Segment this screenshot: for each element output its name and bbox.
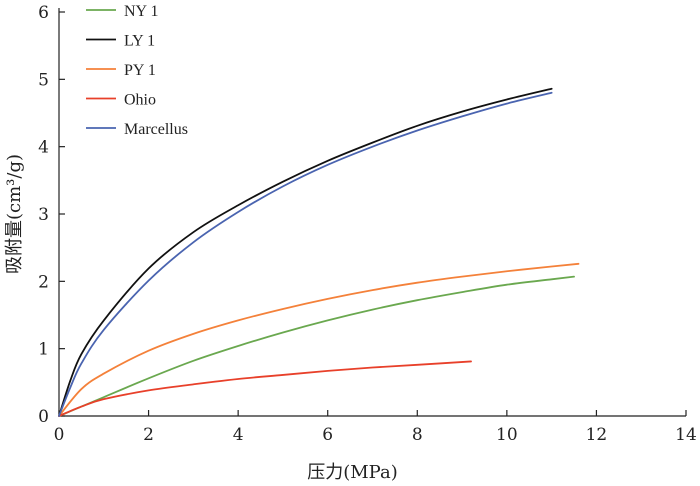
y-axis-title: 吸附量(cm³/g) bbox=[4, 154, 25, 274]
series-line-py-1 bbox=[58, 262, 580, 417]
series-line-ohio bbox=[58, 360, 472, 417]
x-axis-title: 压力(MPa) bbox=[307, 462, 398, 483]
x-tick-label: 2 bbox=[143, 425, 154, 445]
legend: NY 1 LY 1 PY 1 Ohio Marcellus bbox=[86, 3, 188, 138]
y-tick-label: 5 bbox=[38, 70, 49, 90]
legend-label-py-1: PY 1 bbox=[124, 62, 156, 79]
x-tick-label: 12 bbox=[586, 425, 608, 445]
y-tick-label: 2 bbox=[38, 272, 49, 292]
x-tick-label: 0 bbox=[54, 425, 65, 445]
x-tick-label: 6 bbox=[322, 425, 333, 445]
y-tick-label: 0 bbox=[38, 407, 49, 427]
legend-label-ohio: Ohio bbox=[124, 92, 156, 109]
series-line-ly-1 bbox=[58, 87, 553, 417]
x-tick-label: 8 bbox=[412, 425, 423, 445]
x-tick-label: 10 bbox=[496, 425, 518, 445]
y-tick-label: 1 bbox=[38, 340, 49, 360]
series-layer bbox=[58, 87, 580, 417]
legend-label-ny-1: NY 1 bbox=[124, 3, 159, 20]
x-tick-label: 14 bbox=[675, 425, 697, 445]
legend-label-marcellus: Marcellus bbox=[124, 121, 188, 138]
series-line-ny-1 bbox=[58, 275, 575, 417]
y-tick-label: 6 bbox=[38, 3, 49, 23]
series-line-marcellus bbox=[58, 91, 553, 417]
y-tick-label: 3 bbox=[38, 205, 49, 225]
x-tick-label: 4 bbox=[233, 425, 244, 445]
legend-label-ly-1: LY 1 bbox=[124, 33, 155, 50]
y-tick-label: 4 bbox=[38, 138, 49, 158]
